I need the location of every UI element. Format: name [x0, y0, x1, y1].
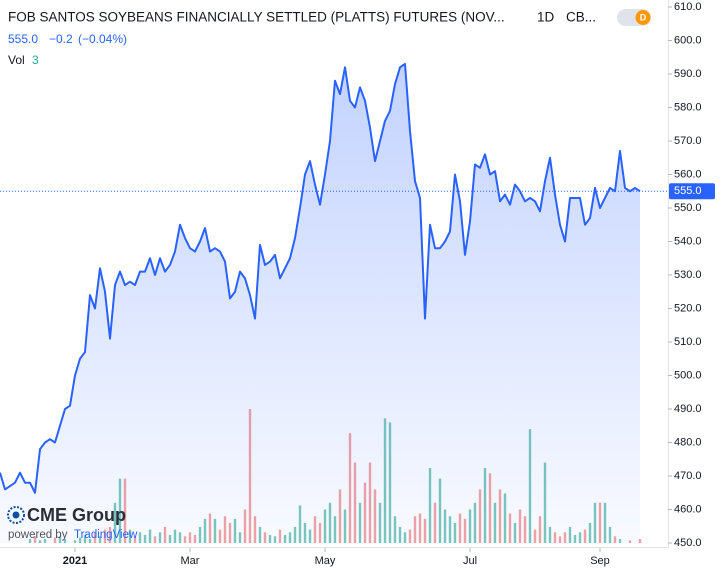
y-tick-label: 540.0	[674, 235, 702, 247]
status-badge-label: D	[640, 12, 647, 22]
volume-last: 3	[32, 53, 39, 67]
logo-globe	[7, 506, 25, 524]
y-tick-label: 520.0	[674, 302, 702, 314]
volume-title: Vol	[8, 53, 25, 67]
x-tick-label: Mar	[181, 555, 200, 567]
change: −0.2	[49, 32, 73, 46]
x-tick-label: Jul	[463, 555, 477, 567]
symbol-title: FOB SANTOS SOYBEANS FINANCIALLY SETTLED …	[8, 10, 505, 25]
y-tick-label: 450.0	[674, 537, 702, 549]
status-badge	[635, 10, 651, 25]
y-tick-label: 570.0	[674, 135, 702, 147]
logo-globe-core	[12, 511, 20, 519]
y-tick-label: 480.0	[674, 436, 702, 448]
y-tick-label: 600.0	[674, 34, 702, 46]
y-tick-label: 580.0	[674, 101, 702, 113]
x-tick-label: 2021	[63, 555, 87, 567]
last-price-box	[669, 183, 715, 200]
x-tick-label: May	[315, 555, 336, 567]
price-line	[0, 62, 641, 494]
last-price-label: 555.0	[674, 185, 702, 197]
y-tick-label: 550.0	[674, 202, 702, 214]
y-tick-label: 590.0	[674, 68, 702, 80]
exchange: CB...	[566, 10, 596, 25]
change-percent: (−0.04%)	[78, 32, 127, 46]
y-tick-label: 610.0	[674, 1, 702, 13]
logo-powered-by: powered by	[8, 529, 68, 541]
y-tick-label: 560.0	[674, 168, 702, 180]
logo[interactable]: CME Group powered by TradingView	[7, 505, 138, 541]
y-tick-label: 530.0	[674, 269, 702, 281]
interval: 1D	[537, 10, 555, 25]
y-tick-label: 470.0	[674, 470, 702, 482]
y-tick-label: 510.0	[674, 336, 702, 348]
y-tick-label: 490.0	[674, 403, 702, 415]
x-tick-label: Sep	[590, 555, 610, 567]
price-area	[0, 63, 640, 543]
y-tick-label: 500.0	[674, 369, 702, 381]
last-price: 555.0	[8, 32, 38, 46]
price-layer	[0, 62, 641, 543]
y-tick-label: 460.0	[674, 503, 702, 515]
logo-provider: TradingView	[74, 529, 138, 541]
axis-layer: 450.0 460.0 470.0 480.0 490.0 500.0 510.0 520.0…	[0, 1, 715, 567]
logo-brand: CME Group	[27, 505, 126, 525]
